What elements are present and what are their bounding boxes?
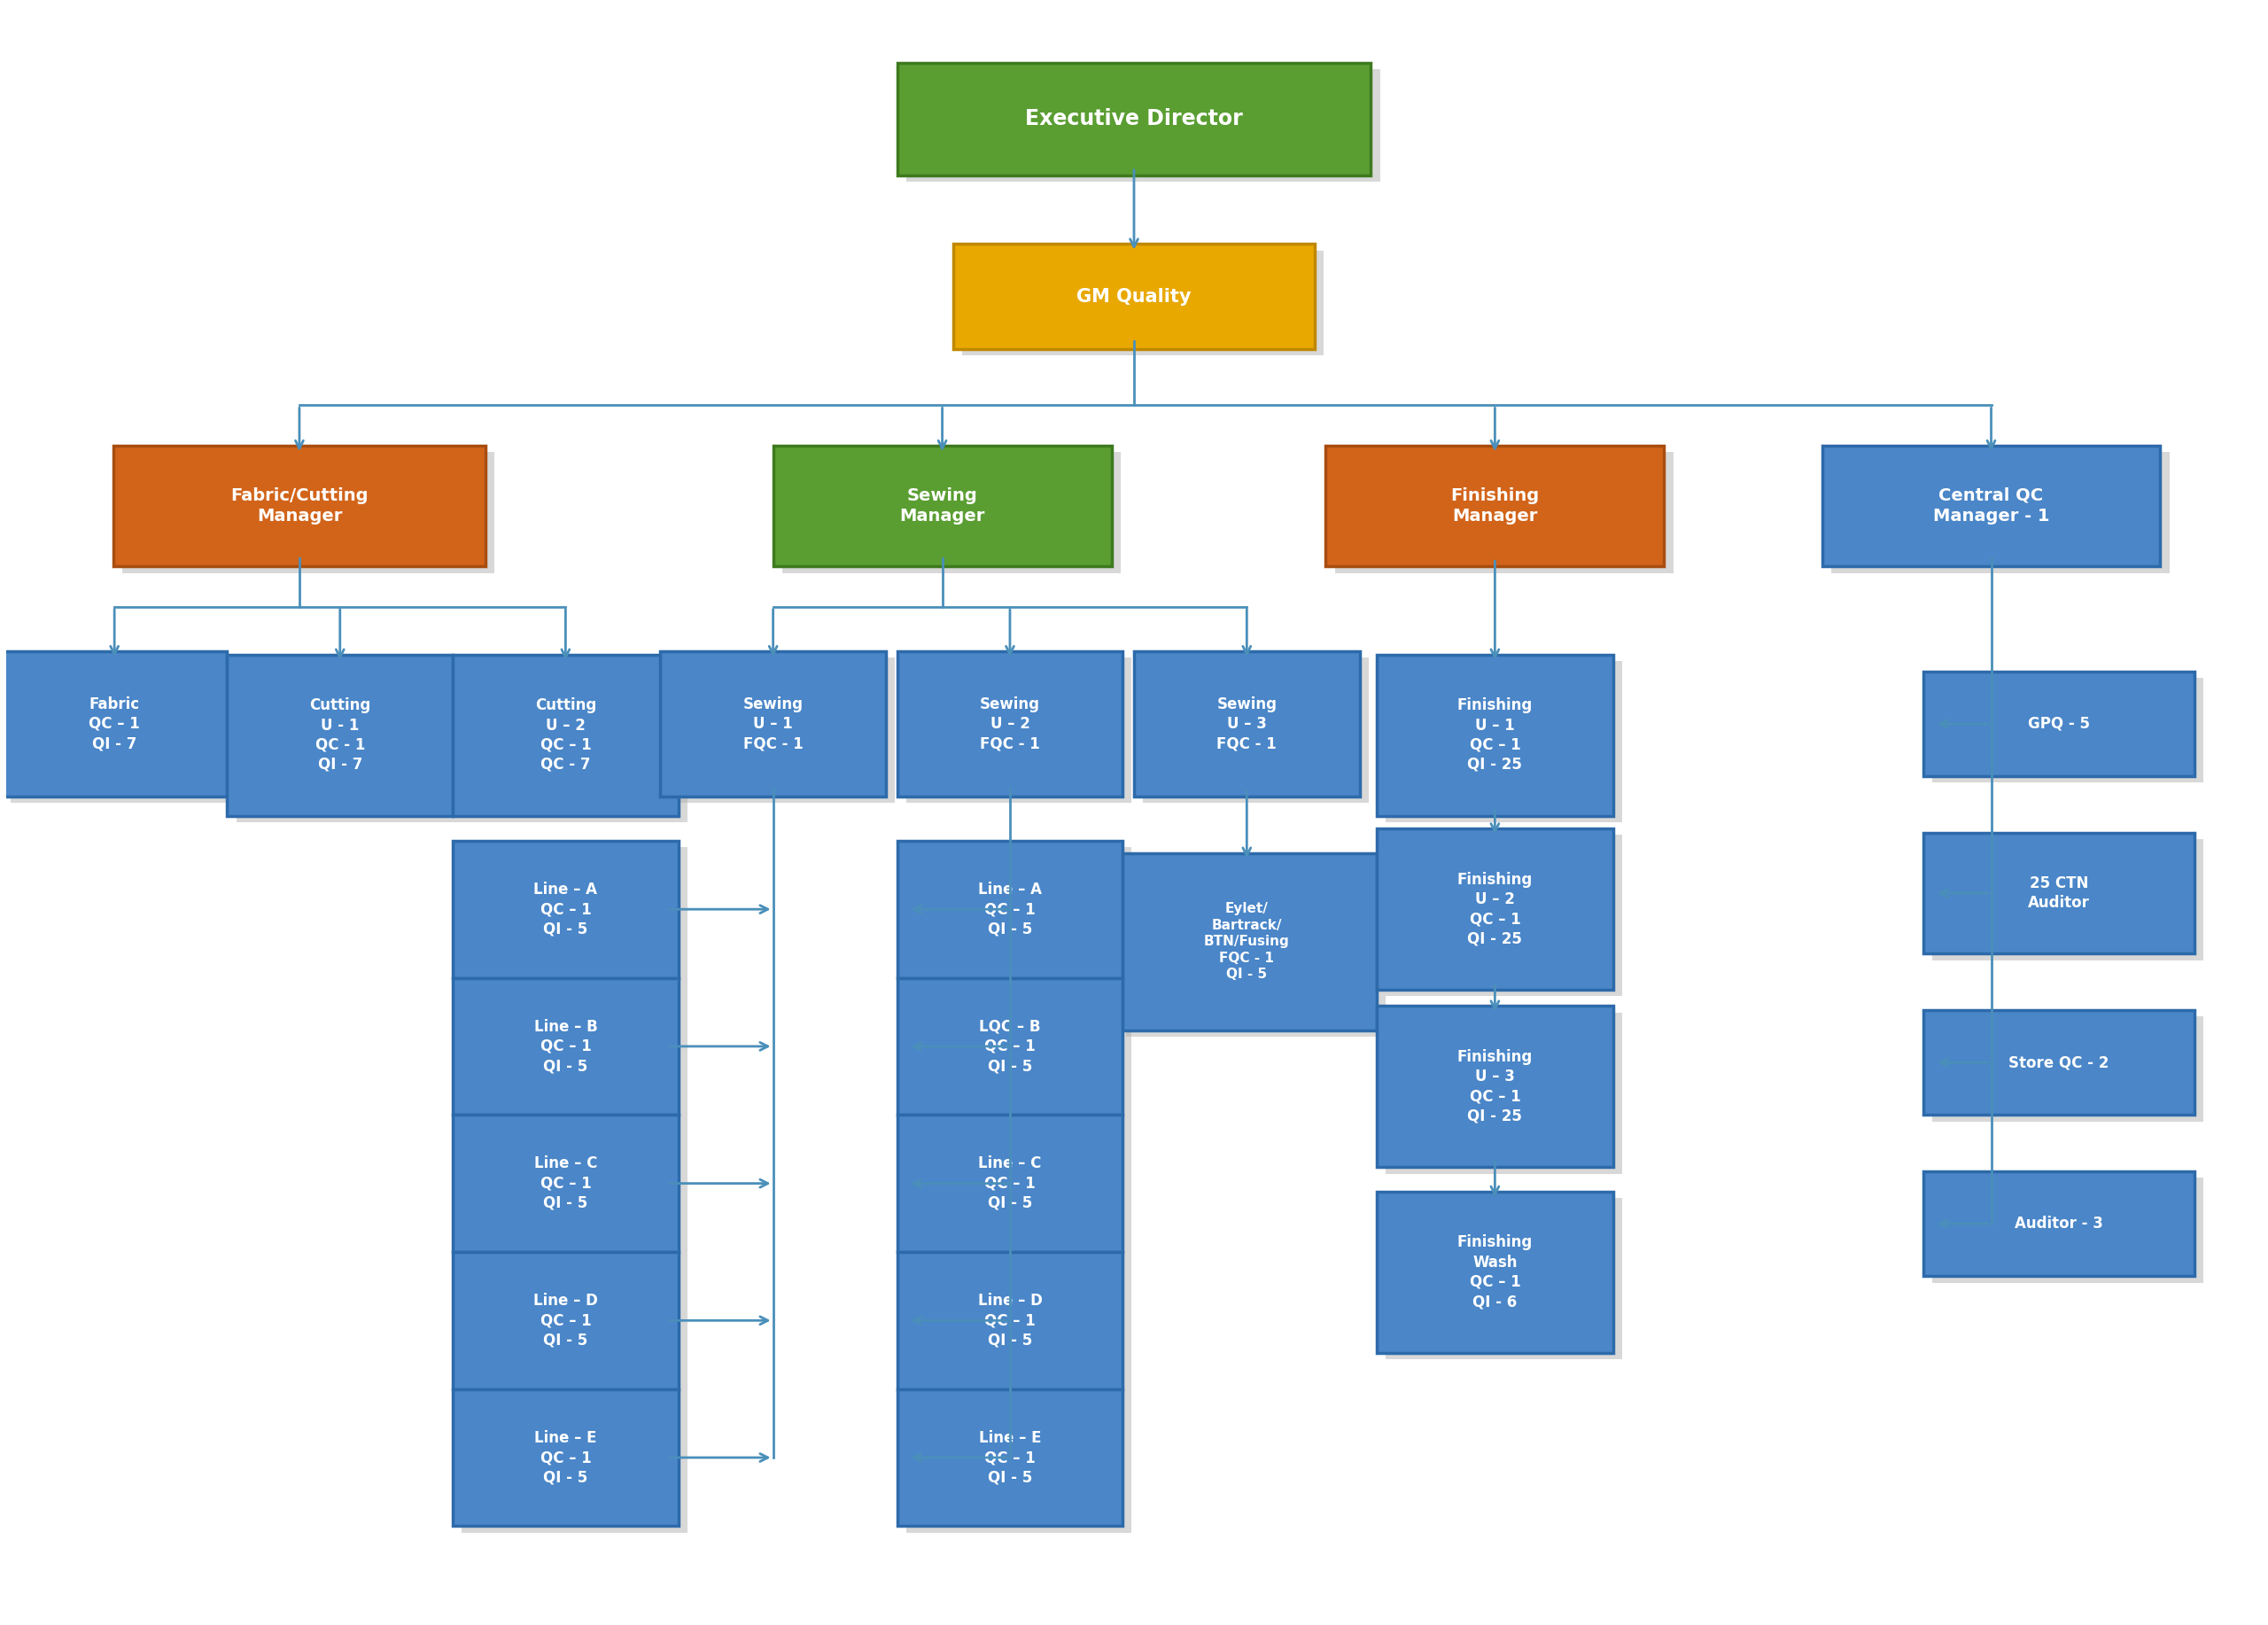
- Text: Cutting
U – 2
QC – 1
QC - 7: Cutting U – 2 QC – 1 QC - 7: [535, 697, 596, 772]
- FancyBboxPatch shape: [1932, 1017, 2202, 1121]
- FancyBboxPatch shape: [782, 452, 1120, 574]
- Text: Cutting
U - 1
QC - 1
QI - 7: Cutting U - 1 QC - 1 QI - 7: [308, 697, 370, 772]
- Text: Line – B
QC – 1
QI - 5: Line – B QC – 1 QI - 5: [533, 1019, 596, 1074]
- Text: Sewing
U – 1
FQC - 1: Sewing U – 1 FQC - 1: [744, 696, 803, 751]
- FancyBboxPatch shape: [907, 1258, 1132, 1396]
- Text: Store QC - 2: Store QC - 2: [2009, 1055, 2109, 1071]
- FancyBboxPatch shape: [660, 652, 887, 796]
- FancyBboxPatch shape: [454, 1251, 678, 1389]
- FancyBboxPatch shape: [463, 985, 687, 1121]
- FancyBboxPatch shape: [907, 847, 1132, 985]
- FancyBboxPatch shape: [962, 250, 1325, 356]
- FancyBboxPatch shape: [2, 652, 227, 796]
- FancyBboxPatch shape: [227, 655, 454, 816]
- FancyBboxPatch shape: [1386, 661, 1622, 822]
- FancyBboxPatch shape: [454, 978, 678, 1115]
- Text: GPQ - 5: GPQ - 5: [2028, 717, 2089, 731]
- Text: Eylet/
Bartrack/
BTN/Fusing
FQC - 1
QI - 5: Eylet/ Bartrack/ BTN/Fusing FQC - 1 QI -…: [1204, 902, 1290, 981]
- FancyBboxPatch shape: [907, 68, 1379, 182]
- FancyBboxPatch shape: [463, 661, 687, 822]
- Text: Line – E
QC – 1
QI - 5: Line – E QC – 1 QI - 5: [980, 1430, 1041, 1485]
- FancyBboxPatch shape: [773, 445, 1111, 567]
- FancyBboxPatch shape: [1377, 1006, 1613, 1167]
- Text: Fabric/Cutting
Manager: Fabric/Cutting Manager: [231, 487, 367, 525]
- Text: Central QC
Manager - 1: Central QC Manager - 1: [1932, 487, 2050, 525]
- FancyBboxPatch shape: [1923, 832, 2193, 954]
- FancyBboxPatch shape: [669, 658, 896, 803]
- FancyBboxPatch shape: [113, 445, 485, 567]
- FancyBboxPatch shape: [907, 985, 1132, 1121]
- Text: Finishing
U – 2
QC – 1
QI - 25: Finishing U – 2 QC – 1 QI - 25: [1456, 871, 1533, 947]
- FancyBboxPatch shape: [1923, 1011, 2193, 1115]
- Text: GM Quality: GM Quality: [1077, 288, 1191, 306]
- Text: Line – D
QC – 1
QI - 5: Line – D QC – 1 QI - 5: [533, 1294, 599, 1349]
- Text: Finishing
Wash
QC – 1
QI - 6: Finishing Wash QC – 1 QI - 6: [1456, 1235, 1533, 1310]
- Text: Line – C
QC – 1
QI - 5: Line – C QC – 1 QI - 5: [978, 1155, 1041, 1211]
- Text: Line – E
QC – 1
QI - 5: Line – E QC – 1 QI - 5: [535, 1430, 596, 1485]
- FancyBboxPatch shape: [11, 658, 236, 803]
- FancyBboxPatch shape: [898, 1115, 1123, 1251]
- FancyBboxPatch shape: [898, 63, 1370, 176]
- FancyBboxPatch shape: [454, 1115, 678, 1251]
- FancyBboxPatch shape: [1830, 452, 2170, 574]
- FancyBboxPatch shape: [1127, 860, 1386, 1037]
- FancyBboxPatch shape: [1923, 671, 2193, 777]
- Text: Line – A
QC – 1
QI - 5: Line – A QC – 1 QI - 5: [533, 882, 596, 938]
- FancyBboxPatch shape: [907, 658, 1132, 803]
- Text: Sewing
U – 2
FQC - 1: Sewing U – 2 FQC - 1: [980, 696, 1041, 751]
- FancyBboxPatch shape: [463, 1121, 687, 1258]
- FancyBboxPatch shape: [1143, 658, 1368, 803]
- Text: Fabric
QC – 1
QI - 7: Fabric QC – 1 QI - 7: [88, 696, 141, 751]
- Text: Finishing
U – 3
QC – 1
QI - 25: Finishing U – 3 QC – 1 QI - 25: [1456, 1050, 1533, 1124]
- Text: Finishing
Manager: Finishing Manager: [1452, 487, 1540, 525]
- FancyBboxPatch shape: [1377, 655, 1613, 816]
- FancyBboxPatch shape: [236, 661, 463, 822]
- Text: Line – D
QC – 1
QI - 5: Line – D QC – 1 QI - 5: [978, 1294, 1043, 1349]
- FancyBboxPatch shape: [454, 655, 678, 816]
- FancyBboxPatch shape: [1386, 1198, 1622, 1358]
- Text: Sewing
Manager: Sewing Manager: [900, 487, 984, 525]
- Text: Sewing
U – 3
FQC - 1: Sewing U – 3 FQC - 1: [1216, 696, 1277, 751]
- FancyBboxPatch shape: [1386, 835, 1622, 996]
- FancyBboxPatch shape: [1932, 839, 2202, 960]
- FancyBboxPatch shape: [1118, 853, 1377, 1030]
- FancyBboxPatch shape: [122, 452, 494, 574]
- FancyBboxPatch shape: [463, 1258, 687, 1396]
- FancyBboxPatch shape: [907, 1121, 1132, 1258]
- FancyBboxPatch shape: [1377, 829, 1613, 990]
- FancyBboxPatch shape: [1821, 445, 2161, 567]
- FancyBboxPatch shape: [463, 847, 687, 985]
- FancyBboxPatch shape: [1327, 445, 1665, 567]
- FancyBboxPatch shape: [907, 1396, 1132, 1532]
- FancyBboxPatch shape: [898, 978, 1123, 1115]
- FancyBboxPatch shape: [454, 1389, 678, 1526]
- Text: Line – C
QC – 1
QI - 5: Line – C QC – 1 QI - 5: [533, 1155, 596, 1211]
- Text: Finishing
U – 1
QC – 1
QI - 25: Finishing U – 1 QC – 1 QI - 25: [1456, 697, 1533, 772]
- FancyBboxPatch shape: [1932, 1178, 2202, 1282]
- FancyBboxPatch shape: [1923, 1172, 2193, 1276]
- FancyBboxPatch shape: [898, 1389, 1123, 1526]
- FancyBboxPatch shape: [463, 1396, 687, 1532]
- FancyBboxPatch shape: [898, 652, 1123, 796]
- Text: Executive Director: Executive Director: [1025, 109, 1243, 130]
- FancyBboxPatch shape: [1377, 1191, 1613, 1352]
- FancyBboxPatch shape: [898, 840, 1123, 978]
- FancyBboxPatch shape: [1386, 1012, 1622, 1173]
- FancyBboxPatch shape: [454, 840, 678, 978]
- FancyBboxPatch shape: [1336, 452, 1674, 574]
- FancyBboxPatch shape: [953, 244, 1315, 349]
- FancyBboxPatch shape: [1932, 678, 2202, 783]
- FancyBboxPatch shape: [898, 1251, 1123, 1389]
- Text: LQC – B
QC – 1
QI - 5: LQC – B QC – 1 QI - 5: [980, 1019, 1041, 1074]
- FancyBboxPatch shape: [1134, 652, 1359, 796]
- Text: Line – A
QC – 1
QI - 5: Line – A QC – 1 QI - 5: [978, 882, 1041, 938]
- Text: 25 CTN
Auditor: 25 CTN Auditor: [2028, 876, 2089, 912]
- Text: Auditor - 3: Auditor - 3: [2014, 1216, 2102, 1232]
